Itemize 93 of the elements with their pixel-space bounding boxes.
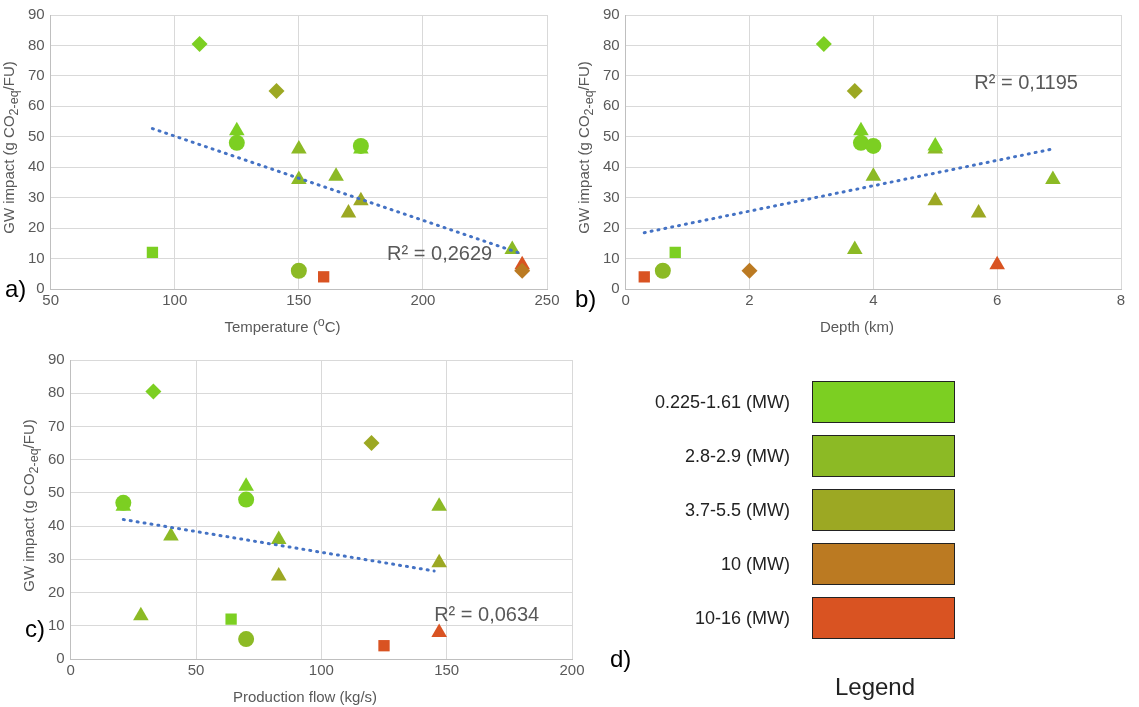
y-tick-label: 90 — [48, 350, 65, 368]
y-tick-label: 0 — [56, 649, 65, 667]
text: d) — [610, 645, 632, 673]
y-tick-label: 20 — [603, 218, 620, 236]
category-label: 3.7-5.5 (MW) — [684, 499, 791, 521]
y-tick-label: 80 — [48, 383, 65, 401]
y-tick-label: 10 — [48, 615, 65, 633]
point — [970, 203, 987, 218]
point — [741, 262, 758, 279]
y-tick-label: 10 — [28, 248, 45, 266]
point — [340, 203, 357, 218]
y-tick-label: 70 — [28, 66, 45, 84]
y-tick-label: 70 — [48, 416, 65, 434]
y-tick-label: 0 — [611, 279, 620, 297]
point — [431, 623, 447, 637]
point — [290, 262, 307, 279]
category-label: 10 (MW) — [720, 553, 791, 575]
point — [238, 477, 254, 491]
category-label: 2.8-2.9 (MW) — [684, 445, 791, 467]
point — [669, 246, 681, 259]
point — [318, 271, 330, 283]
x-axis-title: Temperature ($^{o}$C) — [223, 315, 342, 335]
point — [846, 83, 863, 100]
x-tick-label: 2 — [745, 291, 754, 309]
annotation: R² = 0,0634 — [434, 603, 540, 626]
point — [191, 35, 208, 52]
y-tick-label: 90 — [28, 5, 45, 23]
y-tick-label: 80 — [603, 35, 620, 53]
annotation: R² = 0,2629 — [387, 241, 493, 264]
y-tick-label: 70 — [603, 66, 620, 84]
point — [865, 137, 882, 154]
text: b) — [575, 285, 597, 313]
point — [363, 435, 380, 452]
point — [229, 121, 245, 136]
x-tick-label: 250 — [534, 291, 560, 309]
y-tick-label: 30 — [28, 187, 45, 205]
y-tick-label: 60 — [48, 449, 65, 467]
point — [328, 167, 344, 181]
x-tick-label: 200 — [559, 661, 585, 679]
annotation: R² = 0,1195 — [974, 71, 1078, 94]
x-tick-label: 150 — [286, 291, 312, 309]
y-tick-label: 50 — [48, 483, 65, 501]
point — [238, 491, 255, 508]
x-tick-label: 50 — [187, 661, 205, 679]
point — [431, 553, 447, 568]
point — [268, 83, 285, 100]
y-tick-label: 40 — [28, 157, 45, 175]
x-tick-label: 200 — [410, 291, 436, 309]
point — [853, 121, 869, 136]
y-tick-label: 80 — [28, 35, 45, 53]
point — [270, 530, 287, 544]
point — [638, 271, 650, 283]
point — [514, 262, 531, 279]
point — [146, 246, 159, 259]
y-tick-label: 20 — [28, 218, 45, 236]
x-tick-label: 100 — [308, 661, 334, 679]
point — [865, 167, 882, 181]
x-axis-title: Production flow (kg/s) — [231, 688, 379, 705]
y-tick-label: 40 — [603, 157, 620, 175]
point — [815, 35, 832, 52]
point — [133, 606, 149, 621]
y-tick-label: 50 — [28, 126, 45, 144]
point — [927, 191, 944, 206]
category-label: 0.225-1.61 (MW) — [653, 391, 791, 413]
y-tick-label: 30 — [603, 187, 620, 205]
point — [989, 255, 1005, 270]
point — [1045, 170, 1061, 184]
point — [270, 566, 287, 581]
x-tick-label: 8 — [1116, 291, 1126, 309]
point — [846, 240, 863, 254]
text: c) — [25, 615, 45, 643]
y-tick-label: 20 — [48, 582, 65, 600]
point — [291, 139, 307, 154]
text: Legend — [833, 673, 917, 701]
y-tick-label: 10 — [603, 248, 620, 266]
point — [654, 262, 671, 279]
point — [163, 527, 179, 541]
y-tick-label: 30 — [48, 549, 65, 567]
point — [228, 134, 245, 151]
y-tick-label: 50 — [603, 126, 620, 144]
category-label: 10-16 (MW) — [694, 607, 791, 629]
x-tick-label: 100 — [162, 291, 188, 309]
x-tick-label: 150 — [434, 661, 460, 679]
y-tick-label: 60 — [603, 96, 620, 114]
x-tick-label: 4 — [869, 291, 878, 309]
y-tick-label: 60 — [28, 96, 45, 114]
text: a) — [5, 275, 27, 303]
y-tick-label: 90 — [603, 5, 620, 23]
x-tick-label: 6 — [993, 291, 1002, 309]
x-axis-title: Depth (km) — [818, 318, 896, 335]
point — [145, 383, 162, 400]
point — [431, 497, 447, 511]
y-tick-label: 40 — [48, 516, 65, 534]
